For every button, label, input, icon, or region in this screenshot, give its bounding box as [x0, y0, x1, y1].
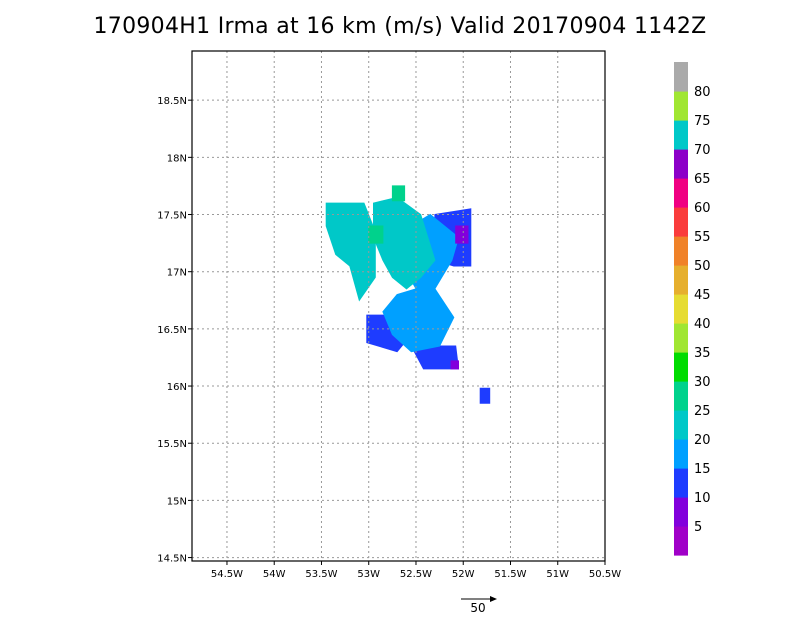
colorbar-swatch-2: [674, 468, 688, 498]
x-tick-label-6: 51.5W: [494, 569, 526, 580]
y-tick-label-7: 18N: [167, 153, 187, 164]
colorbar-swatch-11: [674, 207, 688, 237]
x-tick-label-3: 53W: [357, 569, 380, 580]
colorbar-swatch-0: [674, 526, 688, 556]
wind-region-8: [479, 387, 491, 404]
wind-region-0: [325, 202, 376, 302]
x-tick-label-1: 54W: [263, 569, 286, 580]
y-tick-label-2: 15.5N: [157, 439, 187, 450]
reference-vector-label: 50: [470, 601, 485, 615]
x-tick-label-4: 52.5W: [400, 569, 432, 580]
colorbar-swatch-16: [674, 62, 688, 92]
y-tick-label-3: 16N: [167, 382, 187, 393]
colorbar-label-8: 45: [694, 288, 711, 303]
colorbar-swatch-14: [674, 120, 688, 150]
colorbar-swatch-8: [674, 294, 688, 324]
colorbar-label-3: 20: [694, 433, 711, 448]
colorbar: 5 10 15 20 25 30 35 40 45 50 55 60 65 70 75 80: [674, 62, 711, 556]
wind-region-10: [450, 360, 459, 370]
colorbar-label-5: 30: [694, 375, 711, 390]
reference-arrow-head: [490, 596, 497, 602]
y-tick-label-4: 16.5N: [157, 325, 187, 336]
x-tick-label-7: 51W: [546, 569, 569, 580]
x-tick-label-5: 52W: [452, 569, 475, 580]
colorbar-swatch-12: [674, 178, 688, 208]
colorbar-swatch-10: [674, 236, 688, 266]
colorbar-swatch-5: [674, 381, 688, 411]
colorbar-label-10: 55: [694, 230, 711, 245]
colorbar-label-4: 25: [694, 404, 711, 419]
colorbar-label-0: 5: [694, 520, 702, 535]
x-tick-label-0: 54.5W: [211, 569, 243, 580]
x-tick-label-2: 53.5W: [305, 569, 337, 580]
colorbar-swatch-9: [674, 265, 688, 295]
y-tick-label-0: 14.5N: [157, 554, 187, 565]
y-tick-label-8: 18.5N: [157, 96, 187, 107]
colorbar-label-1: 10: [694, 491, 711, 506]
colorbar-label-15: 80: [694, 85, 711, 100]
chart-title: 170904H1 Irma at 16 km (m/s) Valid 20170…: [93, 14, 707, 39]
colorbar-swatch-4: [674, 410, 688, 440]
x-axis: 54.5W 54W 53.5W 53W 52.5W 52W 51.5W 51W 50.5W: [211, 561, 621, 580]
grid-lines: [192, 51, 605, 561]
wind-region-5: [373, 196, 436, 290]
colorbar-swatch-6: [674, 352, 688, 382]
colorbar-label-11: 60: [694, 201, 711, 216]
reference-vector: 50: [461, 596, 497, 615]
plot-frame: [191, 50, 606, 562]
colorbar-label-13: 70: [694, 143, 711, 158]
colorbar-label-7: 40: [694, 317, 711, 332]
colorbar-label-14: 75: [694, 114, 711, 129]
y-tick-label-5: 17N: [167, 268, 187, 279]
wind-region-6: [391, 185, 406, 202]
wind-region-9: [455, 225, 469, 244]
x-tick-label-8: 50.5W: [589, 569, 621, 580]
y-tick-label-1: 15N: [167, 496, 187, 507]
colorbar-swatch-15: [674, 91, 688, 121]
wind-region-7: [368, 225, 384, 244]
colorbar-swatch-1: [674, 497, 688, 527]
colorbar-label-12: 65: [694, 172, 711, 187]
y-tick-label-6: 17.5N: [157, 211, 187, 222]
colorbar-swatch-13: [674, 149, 688, 179]
y-axis: 14.5N 15N 15.5N 16N 16.5N 17N 17.5N 18N 18.5N: [157, 96, 192, 565]
colorbar-label-2: 15: [694, 462, 711, 477]
colorbar-swatch-3: [674, 439, 688, 469]
colorbar-swatch-7: [674, 323, 688, 353]
colorbar-label-9: 50: [694, 259, 711, 274]
colorbar-label-6: 35: [694, 346, 711, 361]
wind-field: [325, 185, 491, 404]
